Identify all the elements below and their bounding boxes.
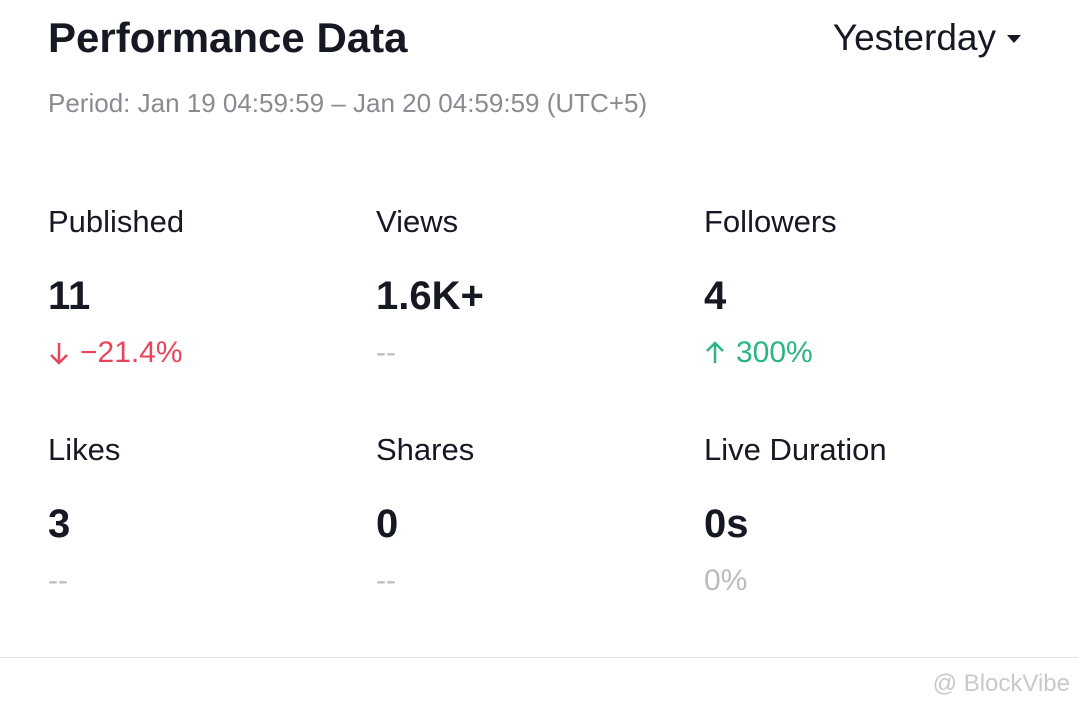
title: Performance Data (48, 14, 408, 61)
trend-arrow (706, 341, 724, 363)
change-text: −21.4% (80, 336, 183, 369)
metric-value: 3 (48, 502, 71, 546)
metric-label: Live Duration (704, 432, 887, 467)
watermark: @ BlockVibe (932, 670, 1070, 697)
metric-change: -- (48, 564, 68, 598)
trend-arrow (50, 343, 68, 365)
metric-value: 4 (704, 274, 727, 318)
metric-change: -- (376, 336, 396, 370)
metric-label: Views (376, 204, 459, 239)
metric-label: Shares (376, 432, 475, 467)
metric-label: Followers (704, 204, 837, 239)
change-text: 0% (704, 564, 748, 597)
period: Period: Jan 19 04:59:59 – Jan 20 04:59:5… (48, 88, 648, 118)
metric-label: Published (48, 204, 185, 239)
metric-label: Likes (48, 432, 121, 467)
caret-icon[interactable] (1006, 33, 1022, 45)
change-text: -- (376, 564, 396, 597)
metric-value: 0 (376, 502, 399, 546)
change-text: -- (48, 564, 68, 597)
metric-change: 0% (704, 564, 747, 598)
metric-change: −21.4% (48, 336, 183, 370)
metric-change: -- (376, 564, 396, 598)
range-selector[interactable]: Yesterday (832, 17, 996, 58)
metric-value: 11 (48, 274, 91, 318)
divider (0, 657, 1078, 658)
metric-value: 0s (704, 502, 749, 546)
metric-value: 1.6K+ (376, 274, 484, 318)
metric-change: 300% (704, 336, 813, 370)
change-text: -- (376, 336, 396, 369)
change-text: 300% (736, 336, 813, 369)
